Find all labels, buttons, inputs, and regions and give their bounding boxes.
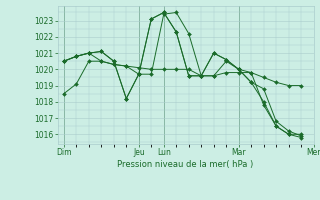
X-axis label: Pression niveau de la mer( hPa ): Pression niveau de la mer( hPa )	[117, 160, 254, 169]
